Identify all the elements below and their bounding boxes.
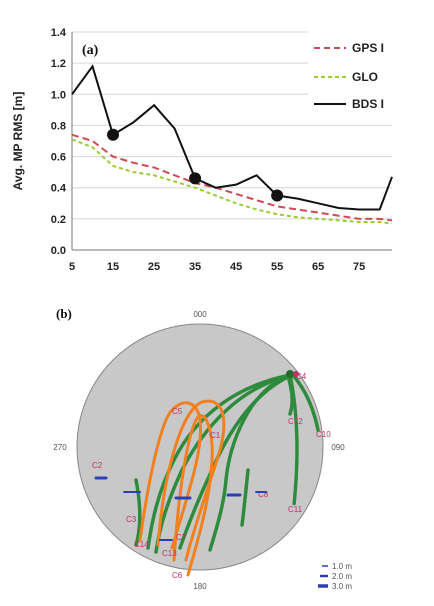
series-line-2: [71, 64, 393, 211]
track-c1-loop: [156, 399, 226, 562]
track-c5-loop: [138, 401, 203, 550]
y-tick-label: 0.0: [51, 245, 66, 257]
x-tick-labels: 5 15 25 35 45 55 65 75: [69, 261, 365, 273]
series-line-0: [71, 133, 393, 222]
bds-marker: [189, 172, 202, 185]
sat-label-c5: C5: [172, 407, 183, 416]
panel-label-b: (b): [56, 306, 72, 321]
track-c13: [208, 378, 282, 552]
track-c10: [290, 372, 320, 432]
y-tick-label: 1.0: [51, 89, 66, 101]
sat-label-c6: C6: [172, 571, 183, 580]
panel-b-sky-plot: (b) 000 090 180 270 C4 C10 C12 C11 C5: [53, 306, 352, 591]
legend: GPS I GLO BDS I: [308, 30, 392, 120]
legend-label-bds: BDS I: [352, 97, 384, 111]
series-lines: [71, 64, 393, 225]
x-tick-label: 75: [353, 261, 365, 273]
sat-label-c12: C12: [288, 417, 303, 426]
legend-label-glo: GLO: [352, 70, 378, 84]
y-tick-label: 0.8: [51, 120, 66, 132]
sat-label-c8: C8: [258, 490, 269, 499]
x-tick-label: 15: [107, 261, 119, 273]
x-tick-label: 35: [189, 261, 201, 273]
bds-marker: [107, 128, 120, 141]
track-c8-green: [240, 468, 250, 527]
legend-label-gps: GPS I: [352, 41, 384, 55]
x-tick-label: 5: [69, 261, 75, 273]
y-tick-label: 1.2: [51, 58, 66, 70]
series-line-1: [71, 138, 393, 225]
bds-marker: [271, 189, 284, 202]
sat-label-c14: C14: [134, 540, 149, 549]
y-tick-label: 0.6: [51, 152, 66, 164]
sat-end-marker: [293, 371, 299, 377]
y-tick-label: 0.2: [51, 214, 66, 226]
sat-label-c7: C7: [176, 533, 187, 542]
bds-markers: [107, 128, 284, 202]
sat-label-c2: C2: [92, 461, 103, 470]
sat-label-c11: C11: [288, 505, 303, 514]
track-c3: [146, 374, 288, 550]
x-tick-label: 65: [312, 261, 324, 273]
y-tick-label: 1.4: [51, 27, 67, 39]
sat-label-c1: C1: [210, 431, 221, 440]
x-tick-label: 45: [230, 261, 242, 273]
y-axis-label: Avg. MP RMS [m]: [11, 92, 25, 191]
x-tick-label: 55: [271, 261, 283, 273]
direction-east: 090: [331, 443, 345, 452]
panel-a-line-chart: 0.0 0.2 0.4 0.6 0.8 1.0 1.2 1.4 5 15 25 35 45 55 65 75…: [11, 27, 393, 273]
size-legend: 1.0 m 2.0 m 3.0 m: [318, 562, 352, 591]
sat-label-c3: C3: [126, 515, 137, 524]
sat-label-c4: C4: [296, 372, 307, 381]
size-legend-label-1: 1.0 m: [332, 562, 352, 571]
sat-label-c10: C10: [316, 430, 331, 439]
y-tick-label: 0.4: [51, 183, 67, 195]
multipath-bars: [94, 476, 267, 541]
panel-label-a: (a): [82, 43, 99, 58]
size-legend-label-3: 3.0 m: [332, 582, 352, 591]
direction-west: 270: [53, 443, 67, 452]
gridlines: [72, 31, 392, 220]
direction-south: 180: [193, 582, 207, 591]
y-tick-labels: 0.0 0.2 0.4 0.6 0.8 1.0 1.2 1.4: [51, 27, 67, 257]
x-tick-label: 25: [148, 261, 160, 273]
track-c6-loop: [172, 414, 214, 577]
track-c2-green: [134, 478, 142, 547]
sat-label-c13: C13: [162, 549, 177, 558]
size-legend-label-2: 2.0 m: [332, 572, 352, 581]
orange-tracks: [138, 399, 226, 577]
track-c12: [286, 374, 294, 416]
sat-end-marker: [286, 370, 294, 378]
direction-north: 000: [193, 310, 207, 319]
